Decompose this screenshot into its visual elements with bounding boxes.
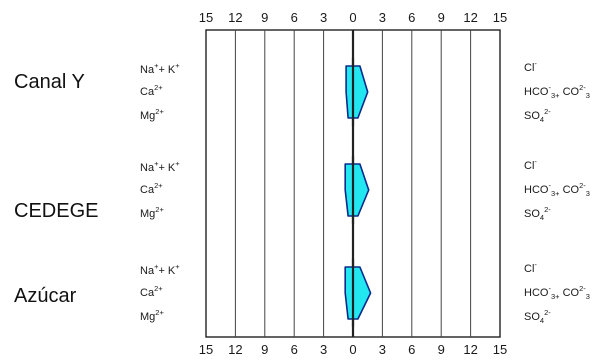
top-tick-label: 6 [408, 10, 415, 25]
ion-label: Ca2+ [140, 181, 163, 196]
ion-label: Mg2+ [140, 205, 164, 220]
ion-label: HCO-3+ CO2-3 [524, 284, 590, 301]
ion-label: HCO-3+ CO2-3 [524, 83, 590, 100]
bottom-tick-label: 0 [349, 342, 356, 357]
sample-name: Canal Y [14, 71, 85, 93]
ion-label: Na++ K+ [140, 61, 180, 76]
sample-labels: Canal Y Na++ K+ Ca2+ Mg2+ Cl- HCO-3+ CO2-3 SO4… [14, 59, 590, 325]
ion-label: Na++ K+ [140, 159, 180, 174]
ion-label: Ca2+ [140, 284, 163, 299]
ion-label: SO42- [524, 107, 551, 124]
top-tick-label: 0 [349, 10, 356, 25]
ion-label: Cl- [524, 157, 537, 172]
bottom-tick-labels: 15 12 9 6 3 0 3 6 9 12 15 [199, 342, 507, 357]
bottom-tick-label: 9 [438, 342, 445, 357]
bottom-tick-label: 12 [228, 342, 242, 357]
bottom-tick-label: 3 [320, 342, 327, 357]
stiff-polygon [345, 65, 369, 119]
stiff-polygon [344, 163, 370, 217]
sample-name: Azúcar [14, 285, 77, 307]
ion-label: Mg2+ [140, 107, 164, 122]
ion-label: Ca2+ [140, 83, 163, 98]
stiff-polygon [344, 266, 372, 320]
bottom-tick-label: 12 [463, 342, 477, 357]
top-tick-label: 12 [463, 10, 477, 25]
bottom-tick-label: 3 [379, 342, 386, 357]
top-tick-label: 15 [493, 10, 507, 25]
ion-label: HCO-3+ CO2-3 [524, 181, 590, 198]
ion-label: SO42- [524, 205, 551, 222]
bottom-tick-label: 9 [261, 342, 268, 357]
top-tick-label: 15 [199, 10, 213, 25]
top-tick-label: 12 [228, 10, 242, 25]
bottom-tick-label: 15 [199, 342, 213, 357]
ion-label: Cl- [524, 260, 537, 275]
top-tick-label: 3 [379, 10, 386, 25]
top-tick-label: 6 [291, 10, 298, 25]
top-tick-label: 9 [438, 10, 445, 25]
sample-polygons [344, 58, 372, 327]
sample-name: CEDEGE [14, 200, 98, 222]
ion-label: Cl- [524, 59, 537, 74]
top-tick-label: 9 [261, 10, 268, 25]
ion-label: SO42- [524, 308, 551, 325]
bottom-tick-label: 15 [493, 342, 507, 357]
ion-label: Na++ K+ [140, 262, 180, 277]
top-tick-label: 3 [320, 10, 327, 25]
bottom-tick-label: 6 [408, 342, 415, 357]
ion-label: Mg2+ [140, 308, 164, 323]
top-tick-labels: 15 12 9 6 3 0 3 6 9 12 15 [199, 10, 507, 25]
bottom-tick-label: 6 [291, 342, 298, 357]
